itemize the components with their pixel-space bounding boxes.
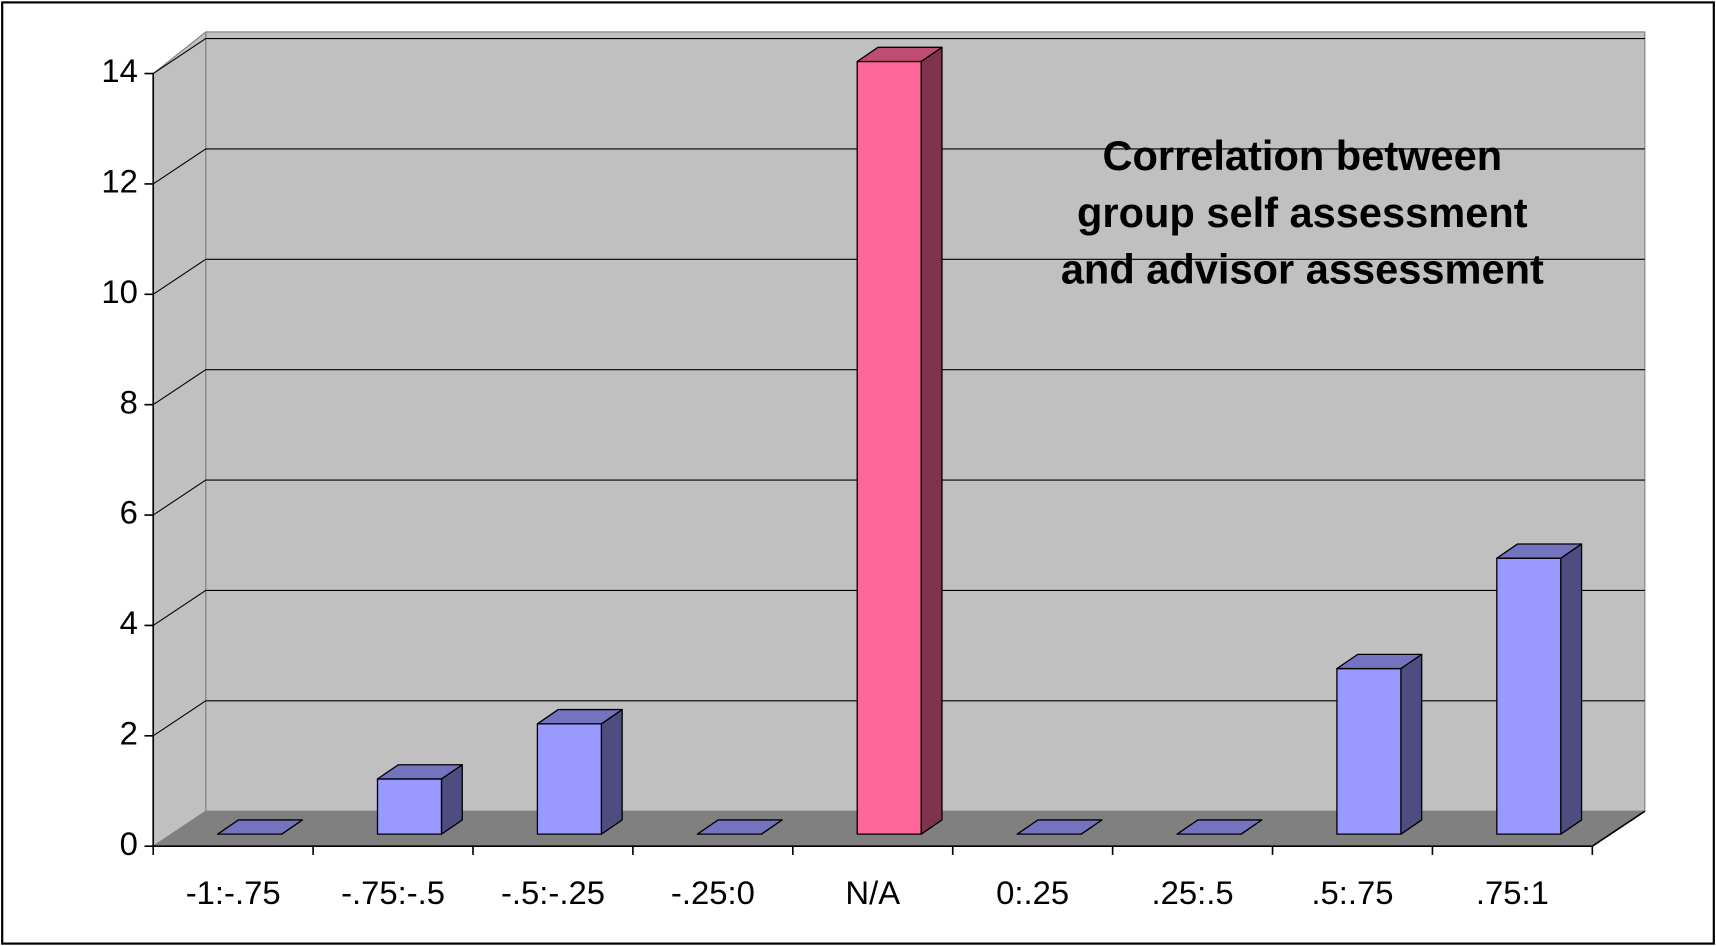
bar	[376, 764, 463, 835]
floor-edge	[1591, 810, 1646, 847]
x-tick-label: 0:.25	[996, 874, 1069, 911]
grid-line	[152, 369, 1645, 406]
bar	[1176, 819, 1263, 835]
y-tick-label: 0	[120, 825, 138, 862]
chart-title: and advisor assessment	[1061, 246, 1544, 293]
bar-top	[1496, 543, 1583, 559]
x-tick-label: -.25:0	[671, 874, 755, 911]
y-tick-label: 4	[120, 604, 138, 641]
grid-line	[152, 589, 1645, 626]
bar-top	[1016, 819, 1103, 835]
y-tick-label: 2	[120, 714, 138, 751]
bar-front	[1496, 557, 1562, 835]
bar-front	[376, 778, 443, 835]
x-tick-label: N/A	[845, 874, 900, 911]
grid-line	[152, 479, 1645, 516]
grid-line	[152, 148, 1645, 185]
x-tick-label: -1:-.75	[186, 874, 281, 911]
bar-top	[376, 764, 463, 780]
bar-top	[216, 819, 304, 835]
bar	[1336, 653, 1423, 835]
bar-side	[1560, 543, 1583, 835]
y-tick-label: 8	[120, 383, 138, 420]
bar-top	[1176, 819, 1263, 835]
bar-side	[1400, 653, 1423, 835]
y-tick-label: 10	[101, 273, 138, 310]
x-tick-label: -.5:-.25	[501, 874, 605, 911]
bar-side	[920, 46, 943, 835]
bar-top	[536, 708, 623, 725]
bar-top	[1336, 653, 1423, 670]
y-tick-label: 6	[120, 494, 138, 531]
bar-top	[856, 46, 943, 63]
bar-top	[696, 819, 783, 835]
bar	[216, 819, 304, 835]
bar	[696, 819, 783, 835]
bar-front	[536, 723, 603, 835]
grid-line	[152, 258, 1645, 295]
grid-line	[152, 700, 1645, 737]
bar	[1016, 819, 1103, 835]
x-tick-label: -.75:-.5	[341, 874, 445, 911]
y-tick-label: 12	[101, 163, 138, 200]
bar	[856, 46, 943, 835]
chart-title: group self assessment	[1077, 189, 1528, 236]
bar	[536, 708, 623, 835]
x-tick-label: .5:.75	[1311, 874, 1393, 911]
bar-side	[600, 708, 623, 835]
bar-front	[856, 60, 922, 835]
y-tick-label: 14	[101, 52, 138, 89]
x-tick-label: .25:.5	[1152, 874, 1234, 911]
bar-front	[1336, 667, 1402, 835]
x-tick-label: .75:1	[1476, 874, 1549, 911]
chart-title: Correlation between	[1102, 132, 1502, 179]
grid-line	[152, 37, 1645, 75]
bar	[1496, 543, 1583, 835]
